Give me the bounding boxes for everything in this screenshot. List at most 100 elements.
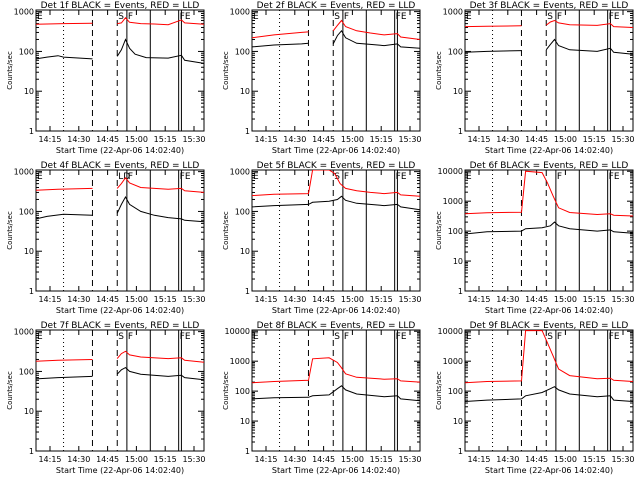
det9-xtick-label: 15:30 xyxy=(611,455,634,464)
det9-xlabel: Start Time (22-Apr-06 14:02:40) xyxy=(485,466,613,475)
det5-marker-label: E xyxy=(253,172,259,182)
det1-ylabel: Counts/sec xyxy=(6,51,14,90)
det3-marker-label: S xyxy=(547,12,553,22)
det8-xtick-label: 14:15 xyxy=(254,455,277,464)
det8-title: Det 8f BLACK = Events, RED = LLD xyxy=(257,321,416,331)
det9-xtick-label: 14:15 xyxy=(467,455,490,464)
det7-series-events xyxy=(116,366,204,381)
det1-xtick-label: 14:45 xyxy=(96,135,119,144)
det7-xtick-label: 15:30 xyxy=(182,455,205,464)
det3-xtick-label: 15:00 xyxy=(554,135,577,144)
panel-det6: Det 6f BLACK = Events, RED = LLD Counts/s… xyxy=(435,161,635,315)
det9-ylabel: Counts/sec xyxy=(435,371,443,410)
det8-xtick-label: 14:30 xyxy=(283,455,306,464)
det7-title: Det 7f BLACK = Events, RED = LLD xyxy=(41,321,200,331)
det6-title: Det 6f BLACK = Events, RED = LLD xyxy=(470,161,629,171)
det1-title: Det 1f BLACK = Events, RED = LLD xyxy=(41,1,200,11)
det2-ylabel: Counts/sec xyxy=(222,51,230,90)
det3-ytick-label: 10 xyxy=(453,87,463,96)
det4-xtick-label: 15:15 xyxy=(154,295,177,304)
det2-series-lld xyxy=(252,31,309,39)
det5-marker-label: S xyxy=(334,172,340,182)
det9-ytick-label: 100 xyxy=(448,387,463,396)
det7-series-lld xyxy=(36,359,93,362)
det2-xtick-label: 14:15 xyxy=(254,135,277,144)
det7-ytick-label: 100 xyxy=(19,367,34,376)
det6-xtick-label: 15:30 xyxy=(611,295,634,304)
det7-marker-label: S xyxy=(118,332,124,342)
det9-xtick-label: 15:00 xyxy=(554,455,577,464)
det1-ytick-label: 1 xyxy=(29,127,34,136)
det9-title: Det 9f BLACK = Events, RED = LLD xyxy=(470,321,629,331)
det6-ytick-label: 10 xyxy=(453,257,463,266)
det9-xtick-label: 15:15 xyxy=(583,455,606,464)
det3-xtick-label: 15:15 xyxy=(583,135,606,144)
det2-xlabel: Start Time (22-Apr-06 14:02:40) xyxy=(272,146,400,155)
det8-ylabel: Counts/sec xyxy=(222,371,230,410)
det3-ytick-label: 100 xyxy=(448,47,463,56)
det1-marker-label: E xyxy=(37,12,43,22)
det1-xtick-label: 15:00 xyxy=(125,135,148,144)
det4-marker-label: FE xyxy=(180,172,191,182)
det7-series-lld xyxy=(116,350,204,363)
det5-series-lld xyxy=(252,170,420,197)
det8-marker-label: E xyxy=(253,332,259,342)
det7-xlabel: Start Time (22-Apr-06 14:02:40) xyxy=(56,466,184,475)
det2-xtick-label: 15:00 xyxy=(341,135,364,144)
det8-xtick-label: 15:00 xyxy=(341,455,364,464)
det3-xtick-label: 15:30 xyxy=(611,135,634,144)
det5-marker-label: FE xyxy=(396,172,407,182)
det4-xtick-label: 14:15 xyxy=(38,295,61,304)
det3-ytick-label: 1 xyxy=(458,127,463,136)
det8-xtick-label: 15:30 xyxy=(398,455,421,464)
det1-ytick-label: 10 xyxy=(24,87,34,96)
det1-series-events xyxy=(116,38,204,64)
det1-ytick-label: 100 xyxy=(19,47,34,56)
det4-ytick-label: 100 xyxy=(19,207,34,216)
det5-xtick-label: 15:00 xyxy=(341,295,364,304)
det6-marker-label: F xyxy=(557,172,562,182)
det8-marker-label: F xyxy=(344,332,349,342)
det4-xlabel: Start Time (22-Apr-06 14:02:40) xyxy=(56,306,184,315)
panel-det3: Det 3f BLACK = Events, RED = LLD Counts/s… xyxy=(435,1,635,155)
det7-ytick-label: 1 xyxy=(29,447,34,456)
det1-marker-label: FE xyxy=(180,12,191,22)
det2-ytick-label: 10 xyxy=(240,87,250,96)
det2-ytick-label: 100 xyxy=(235,47,250,56)
det3-xlabel: Start Time (22-Apr-06 14:02:40) xyxy=(485,146,613,155)
det5-ylabel: Counts/sec xyxy=(222,211,230,250)
det8-series-lld xyxy=(252,357,420,384)
det9-xtick-label: 14:30 xyxy=(496,455,519,464)
det3-xtick-label: 14:15 xyxy=(467,135,490,144)
det3-title: Det 3f BLACK = Events, RED = LLD xyxy=(470,1,629,11)
det6-ytick-label: 1000 xyxy=(443,197,463,206)
det1-series-events xyxy=(36,55,93,60)
det9-series-events xyxy=(465,386,633,402)
det5-xtick-label: 15:15 xyxy=(370,295,393,304)
det1-xlabel: Start Time (22-Apr-06 14:02:40) xyxy=(56,146,184,155)
det3-series-lld xyxy=(545,19,633,28)
det6-xtick-label: 14:15 xyxy=(467,295,490,304)
det7-xtick-label: 14:30 xyxy=(67,455,90,464)
det2-series-events xyxy=(252,42,309,48)
det4-ytick-label: 1000 xyxy=(14,168,34,177)
panel-det8: Det 8f BLACK = Events, RED = LLD Counts/s… xyxy=(222,321,422,475)
det1-xtick-label: 15:15 xyxy=(154,135,177,144)
det7-marker-label: E xyxy=(37,332,43,342)
det7-xtick-label: 15:00 xyxy=(125,455,148,464)
det4-marker-label: LD xyxy=(118,172,130,182)
det9-ytick-label: 10 xyxy=(453,417,463,426)
det7-ytick-label: 10 xyxy=(24,407,34,416)
panel-det7: Det 7f BLACK = Events, RED = LLD Counts/s… xyxy=(6,321,206,475)
det6-marker-label: E xyxy=(466,172,472,182)
det4-series-events xyxy=(36,213,93,220)
det4-title: Det 4f BLACK = Events, RED = LLD xyxy=(41,161,200,171)
det6-series-events xyxy=(465,221,633,235)
det9-marker-label: E xyxy=(466,332,472,342)
det8-ytick-label: 100 xyxy=(235,387,250,396)
det8-xtick-label: 15:15 xyxy=(370,455,393,464)
det3-ytick-label: 1000 xyxy=(443,8,463,17)
det3-xtick-label: 14:30 xyxy=(496,135,519,144)
